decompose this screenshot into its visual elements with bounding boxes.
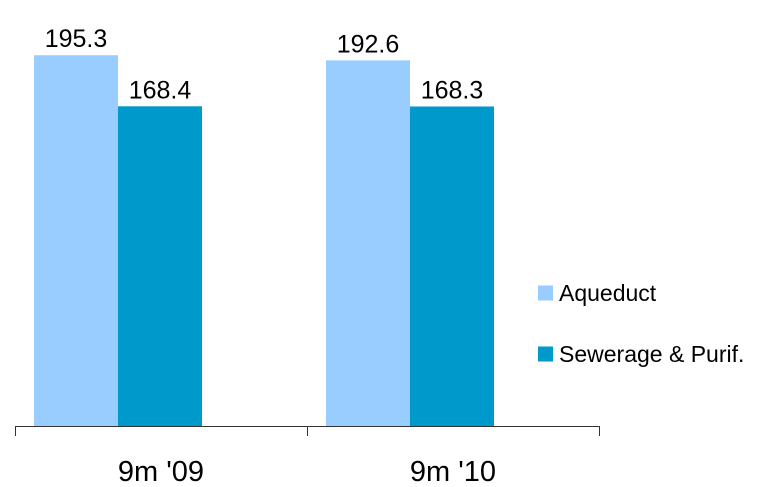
x-axis bbox=[15, 426, 600, 436]
bar-sewerage-purif-9m-10 bbox=[410, 106, 494, 426]
value-label-sewerage-purif-9m-10: 168.3 bbox=[421, 76, 484, 104]
x-tick-labels: 9m '09 9m '10 bbox=[118, 456, 496, 487]
legend-swatch-aqueduct bbox=[538, 285, 553, 301]
legend: Aqueduct Sewerage & Purif. bbox=[538, 280, 744, 367]
legend-label-aqueduct: Aqueduct bbox=[559, 280, 657, 306]
bar-aqueduct-9m-10 bbox=[326, 60, 410, 426]
legend-label-sewerage-purif: Sewerage & Purif. bbox=[559, 341, 744, 367]
bars-layer bbox=[34, 55, 494, 426]
bar-sewerage-purif-9m-09 bbox=[118, 106, 202, 426]
value-label-sewerage-purif-9m-09: 168.4 bbox=[129, 76, 192, 104]
x-tick-label-9m-10: 9m '10 bbox=[410, 456, 496, 487]
legend-swatch-sewerage-purif bbox=[538, 346, 553, 362]
value-labels-layer: 195.3 192.6 168.4 168.3 bbox=[45, 25, 484, 104]
bar-aqueduct-9m-09 bbox=[34, 55, 118, 426]
legend-item-aqueduct: Aqueduct bbox=[538, 280, 657, 306]
legend-item-sewerage-purif: Sewerage & Purif. bbox=[538, 341, 744, 367]
value-label-aqueduct-9m-10: 192.6 bbox=[337, 30, 400, 58]
x-tick-label-9m-09: 9m '09 bbox=[118, 456, 204, 487]
value-label-aqueduct-9m-09: 195.3 bbox=[45, 25, 108, 53]
